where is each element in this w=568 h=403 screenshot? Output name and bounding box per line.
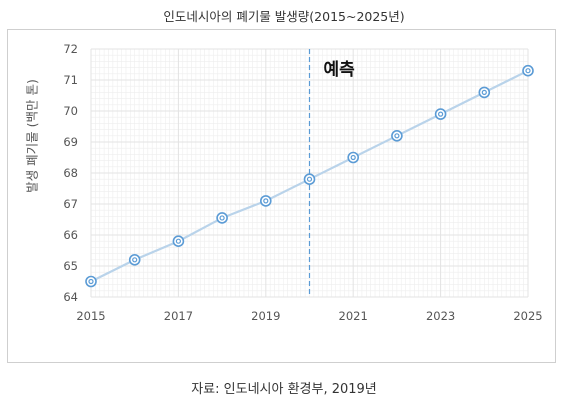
- x-tick-label: 2023: [426, 309, 455, 323]
- y-tick-label: 72: [63, 42, 78, 56]
- y-tick-label: 64: [63, 290, 78, 304]
- data-point-inner: [394, 133, 400, 139]
- chart-frame: [7, 29, 556, 363]
- data-point-inner: [219, 215, 225, 221]
- data-point-inner: [481, 89, 487, 96]
- y-tick-label: 69: [63, 135, 78, 149]
- y-tick-label: 67: [63, 197, 78, 211]
- data-point-inner: [438, 111, 444, 117]
- data-point: [434, 108, 447, 120]
- x-tick-label: 2015: [76, 309, 105, 323]
- data-point: [391, 130, 403, 142]
- data-point-inner: [306, 176, 313, 182]
- data-point: [522, 64, 534, 77]
- data-point: [303, 173, 316, 185]
- x-tick-label: 2025: [513, 309, 542, 323]
- data-point: [172, 235, 185, 247]
- x-tick-label: 2019: [251, 309, 280, 323]
- data-point: [478, 86, 491, 99]
- data-point-inner: [132, 257, 138, 263]
- data-point: [128, 253, 141, 266]
- x-tick-label: 2017: [164, 309, 193, 323]
- data-point: [347, 151, 360, 164]
- x-tick-label: 2021: [339, 309, 368, 323]
- y-tick-label: 66: [63, 228, 78, 242]
- y-tick-label: 65: [63, 259, 78, 273]
- data-point-inner: [350, 154, 356, 161]
- data-point-inner: [175, 238, 181, 244]
- data-point-inner: [263, 198, 269, 204]
- data-point-inner: [525, 68, 531, 74]
- data-point-inner: [88, 278, 94, 285]
- data-point: [85, 275, 97, 288]
- data-point: [259, 195, 272, 207]
- chart-title: 인도네시아의 폐기물 발생량(2015~2025년): [163, 9, 405, 24]
- y-tick-label: 68: [63, 166, 78, 180]
- source-note: 자료: 인도네시아 환경부, 2019년: [191, 382, 377, 397]
- data-point: [216, 212, 228, 224]
- y-tick-label: 70: [63, 104, 78, 118]
- forecast-label: 예측: [324, 60, 356, 80]
- y-tick-label: 71: [63, 73, 78, 87]
